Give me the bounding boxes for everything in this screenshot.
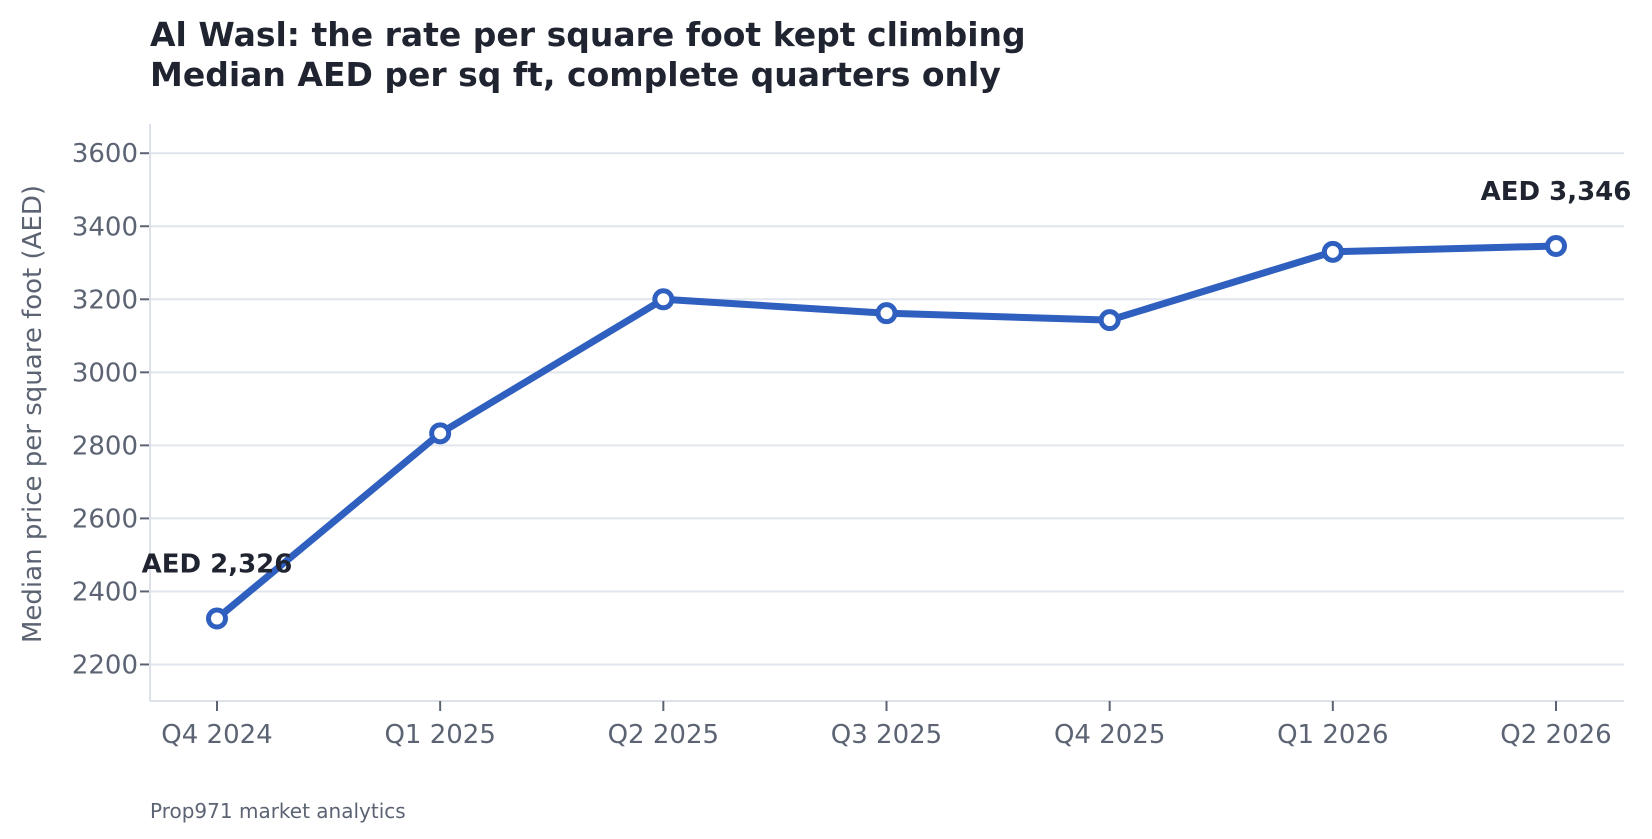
- data-point-4: [1098, 309, 1121, 332]
- y-tick-label: 2600: [72, 504, 138, 534]
- y-tick-label: 2800: [72, 431, 138, 461]
- data-point-0: [206, 607, 228, 630]
- y-tick-label: 3000: [72, 358, 138, 388]
- x-tick-label: Q2 2026: [1500, 720, 1611, 750]
- data-point-6: [1545, 234, 1567, 257]
- source-note: Prop971 market analytics: [150, 799, 406, 823]
- tick-labels: 2200 2400 2600 2800 3000 3200 3400 3600 Q4 2024 Q…: [72, 139, 1612, 750]
- chart-title: Al Wasl: the rate per square foot kept c…: [150, 15, 1026, 54]
- y-axis-title: Median price per square foot (AED): [18, 185, 48, 643]
- y-tick-label: 3200: [72, 285, 138, 315]
- annotations: AED 2,326 AED 3,346: [142, 177, 1632, 579]
- y-tick-label: 3600: [72, 139, 138, 169]
- series: [206, 234, 1567, 630]
- axes: [140, 124, 1624, 711]
- x-tick-label: Q1 2026: [1277, 720, 1388, 750]
- annotation-label-1: AED 3,346: [1481, 177, 1632, 207]
- data-point-2: [652, 288, 675, 311]
- x-tick-label: Q4 2024: [161, 720, 272, 750]
- annotation-label-0: AED 2,326: [142, 549, 293, 579]
- x-tick-label: Q3 2025: [831, 720, 942, 750]
- data-point-5: [1321, 240, 1344, 263]
- chart-subtitle: Median AED per sq ft, complete quarters …: [150, 55, 1001, 94]
- x-tick-label: Q2 2025: [608, 720, 719, 750]
- y-tick-label: 2400: [72, 577, 138, 607]
- gridlines: [150, 152, 1624, 666]
- y-tick-label: 3400: [72, 212, 138, 242]
- series-line: [213, 242, 1560, 622]
- y-tick-label: 2200: [72, 650, 138, 680]
- x-tick-label: Q4 2025: [1054, 720, 1165, 750]
- x-tick-label: Q1 2025: [384, 720, 495, 750]
- data-point-1: [429, 422, 452, 445]
- data-point-3: [875, 302, 898, 325]
